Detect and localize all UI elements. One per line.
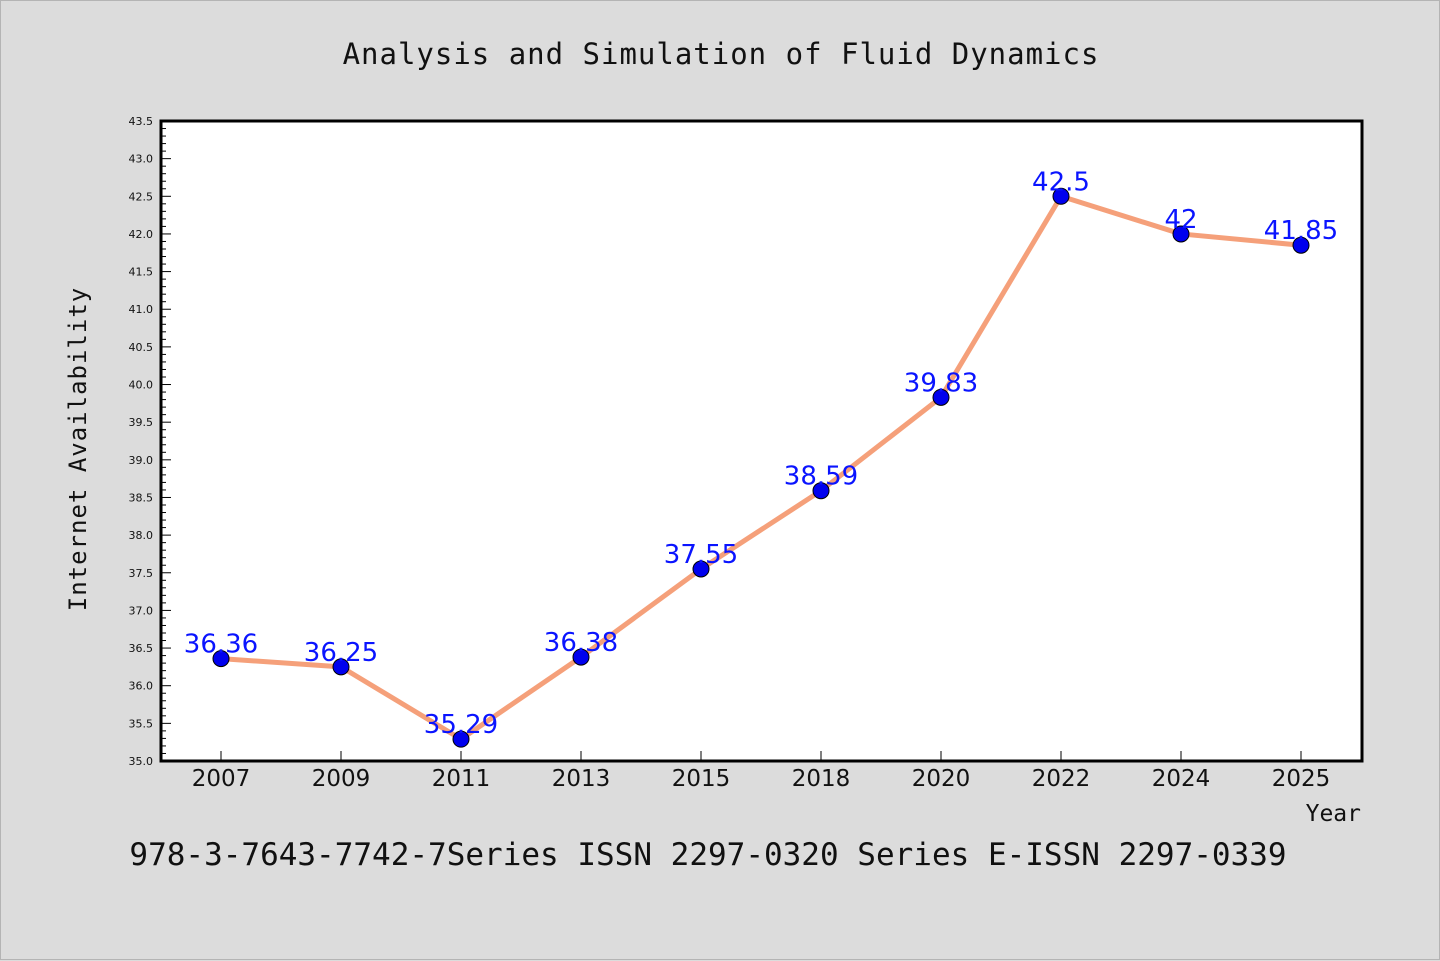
- y-tick-label: 37.0: [129, 604, 154, 617]
- data-label: 42: [1164, 205, 1197, 235]
- x-tick-label: 2009: [312, 766, 371, 792]
- y-tick-label: 43.0: [129, 153, 154, 166]
- y-tick-label: 39.5: [129, 416, 154, 429]
- y-tick-label: 36.5: [129, 642, 154, 655]
- data-point: [452, 730, 470, 748]
- x-tick-label: 2011: [432, 766, 491, 792]
- data-label: 37.55: [664, 540, 738, 570]
- data-point: [1052, 187, 1070, 205]
- y-tick-label: 42.5: [129, 190, 154, 203]
- y-tick-label: 43.5: [129, 115, 154, 128]
- y-tick-label: 40.0: [129, 379, 154, 392]
- x-tick-label: 2022: [1032, 766, 1091, 792]
- data-label: 35.29: [424, 710, 498, 740]
- x-tick-label: 2020: [912, 766, 971, 792]
- x-tick-label: 2018: [792, 766, 851, 792]
- y-tick-label: 41.5: [129, 266, 154, 279]
- data-label: 36.36: [184, 630, 258, 660]
- x-tick-label: 2024: [1152, 766, 1211, 792]
- data-point: [932, 388, 950, 406]
- data-point: [1172, 225, 1190, 243]
- footer-text: 978-3-7643-7742-7Series ISSN 2297-0320 S…: [129, 837, 1286, 873]
- data-points: [212, 187, 1310, 748]
- series-line-group: [220, 193, 1302, 742]
- y-tick-label: 40.5: [129, 341, 154, 354]
- y-tick-label: 41.0: [129, 303, 154, 316]
- x-tick-label: 2013: [552, 766, 611, 792]
- data-point: [1292, 236, 1310, 254]
- data-label: 36.38: [544, 628, 618, 658]
- data-label: 42.5: [1032, 167, 1090, 197]
- x-axis-label: Year: [1306, 801, 1361, 827]
- x-tick-label: 2015: [672, 766, 731, 792]
- y-tick-label: 42.0: [129, 228, 154, 241]
- chart-title: Analysis and Simulation of Fluid Dynamic…: [343, 37, 1100, 71]
- x-axis: 2007 2009 2011 2013 2015 2018 2020 2022 2024 2025: [192, 751, 1331, 792]
- y-axis: 35.0 35.5 36.0 36.5 37.0 37.5 38.0 38.5 39.0 39.5…: [129, 115, 171, 768]
- y-tick-label: 38.0: [129, 529, 154, 542]
- y-tick-label: 35.5: [129, 717, 154, 730]
- data-point: [332, 658, 350, 676]
- y-tick-label: 39.0: [129, 454, 154, 467]
- x-tick-label: 2007: [192, 766, 251, 792]
- data-point: [812, 482, 830, 500]
- data-labels: 36.36 36.25 35.29 36.38 37.55 38.59 39.83 42.5 4…: [184, 167, 1338, 740]
- y-axis-label: Internet Availability: [64, 287, 92, 611]
- data-label: 38.59: [784, 462, 858, 492]
- data-point: [572, 648, 590, 666]
- data-point: [212, 650, 230, 668]
- data-label: 41.85: [1264, 216, 1338, 246]
- y-tick-label: 38.5: [129, 491, 154, 504]
- y-tick-label: 36.0: [129, 680, 154, 693]
- data-point: [692, 560, 710, 578]
- series-line: [220, 193, 1302, 742]
- data-label: 39.83: [904, 368, 978, 398]
- x-tick-label: 2025: [1272, 766, 1331, 792]
- y-tick-label: 35.0: [129, 755, 154, 768]
- y-tick-label: 37.5: [129, 567, 154, 580]
- data-label: 36.25: [304, 638, 378, 668]
